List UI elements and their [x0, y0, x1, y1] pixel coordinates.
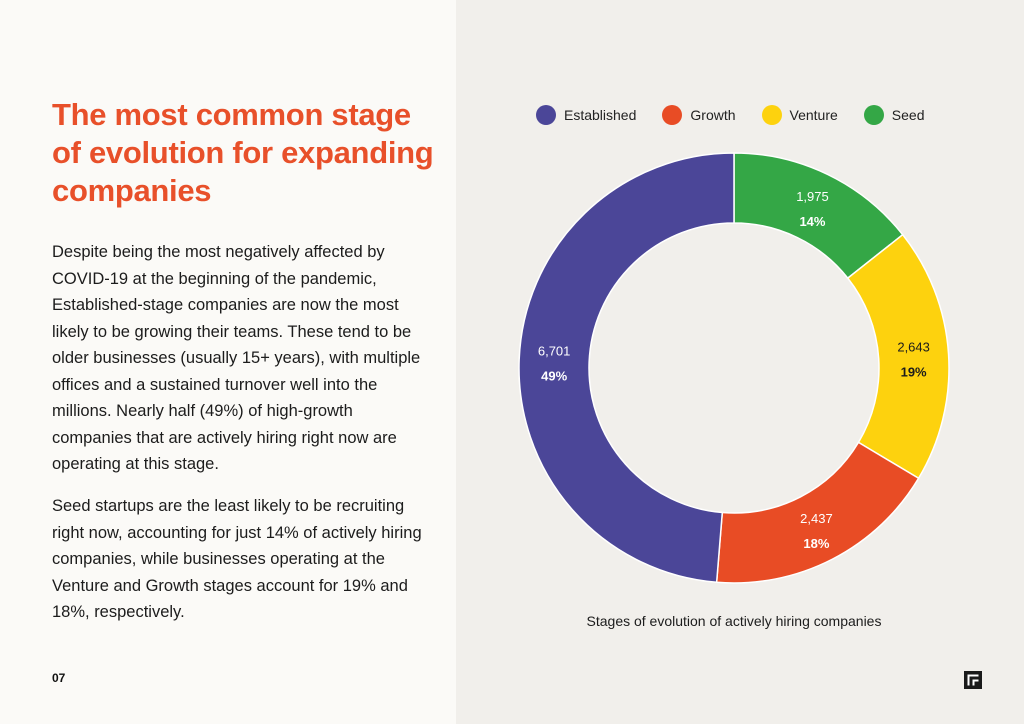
legend-label-venture: Venture	[789, 107, 838, 123]
legend-swatch-venture	[761, 105, 782, 125]
legend-item-seed: Seed	[863, 105, 925, 125]
legend-item-venture: Venture	[761, 105, 838, 125]
data-label-percent-established: 49%	[541, 369, 567, 384]
text-panel: The most common stage of evolution for e…	[0, 0, 456, 724]
data-label-percent-growth: 18%	[803, 536, 829, 551]
legend-label-established: Established	[564, 107, 637, 123]
chart-legend: Established Growth Venture Seed	[536, 104, 924, 126]
data-label-value-established: 6,701	[538, 344, 571, 359]
brand-logo-icon	[964, 671, 982, 689]
slice-venture	[846, 233, 950, 480]
legend-item-established: Established	[536, 105, 636, 125]
legend-label-growth: Growth	[690, 107, 736, 123]
legend-label-seed: Seed	[891, 107, 925, 123]
legend-swatch-established	[536, 105, 556, 125]
legend-swatch-growth	[662, 105, 683, 125]
data-label-percent-seed: 14%	[799, 214, 825, 229]
slice-established	[518, 152, 735, 584]
data-label-value-seed: 1,975	[796, 189, 829, 204]
page-title: The most common stage of evolution for e…	[52, 97, 434, 208]
data-label-percent-venture: 19%	[901, 364, 927, 379]
body-paragraph-2: Seed startups are the least likely to be…	[52, 497, 422, 621]
donut-chart: 1,975 14% 2,643 19% 2,437 18% 6,701 49%	[518, 152, 950, 584]
legend-item-growth: Growth	[662, 105, 736, 125]
data-label-value-growth: 2,437	[800, 511, 833, 526]
body-paragraph-1: Despite being the most negatively affect…	[52, 243, 421, 473]
chart-caption: Stages of evolution of actively hiring c…	[586, 613, 882, 629]
data-label-value-venture: 2,643	[897, 339, 930, 354]
page-number: 07	[52, 671, 66, 685]
legend-swatch-seed	[863, 105, 884, 125]
